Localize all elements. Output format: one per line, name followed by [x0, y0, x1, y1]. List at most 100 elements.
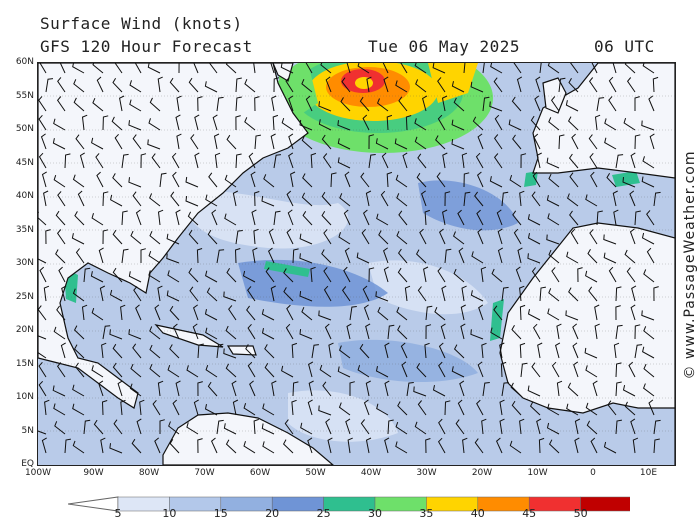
- wind-barb: [377, 306, 389, 321]
- colorbar-label: 5: [114, 507, 122, 520]
- wind-barb: [225, 325, 237, 340]
- wind-barb: [459, 380, 465, 397]
- wind-barb: [120, 399, 126, 416]
- wind-barb: [629, 190, 636, 207]
- wind-barb: [92, 98, 104, 112]
- wind-barb: [56, 96, 66, 112]
- wind-barb: [642, 156, 655, 169]
- wind-barb: [438, 342, 446, 359]
- wind-barb: [451, 81, 465, 93]
- wind-barb: [547, 308, 560, 321]
- wind-barb: [250, 171, 256, 188]
- wind-barb: [383, 76, 389, 93]
- wind-barb: [83, 267, 91, 283]
- wind-barb: [400, 63, 408, 74]
- wind-barb: [482, 382, 490, 397]
- wind-barb: [178, 63, 180, 74]
- wind-barb: [169, 305, 180, 321]
- wind-barb: [186, 422, 199, 435]
- colorbar-label: 10: [162, 507, 177, 520]
- wind-barb: [73, 97, 85, 112]
- calm-patch: [368, 260, 488, 315]
- wind-barb: [476, 399, 484, 416]
- wind-barb: [52, 138, 66, 150]
- wind-barb: [244, 79, 256, 93]
- wind-barb: [91, 307, 104, 321]
- wind-barb: [360, 419, 370, 435]
- wind-barb: [327, 437, 333, 454]
- wind-barb: [359, 343, 370, 359]
- wind-barb: [270, 133, 276, 150]
- wind-barb: [192, 323, 199, 340]
- wind-barb: [527, 253, 541, 264]
- wind-map-graphic: [38, 63, 675, 465]
- wind-barb: [188, 268, 199, 283]
- wind-barb: [193, 304, 199, 321]
- wind-barb: [61, 285, 67, 302]
- wind-barb: [130, 363, 142, 378]
- wind-barb: [128, 329, 142, 340]
- wind-barb: [171, 152, 180, 169]
- wind-barb: [301, 307, 313, 321]
- wind-barb: [157, 380, 164, 397]
- wind-barb: [641, 232, 655, 245]
- wind-barb: [529, 401, 541, 416]
- wind-barb: [568, 287, 579, 302]
- wind-barb: [325, 418, 332, 435]
- wind-barb: [536, 152, 542, 169]
- wind-barb: [172, 323, 180, 340]
- wind-barb: [134, 63, 142, 74]
- longitude-label: 60W: [249, 468, 271, 478]
- wind-barb: [516, 76, 523, 93]
- wind-barb: [132, 134, 142, 150]
- wind-barb: [139, 399, 145, 416]
- wind-barb: [83, 419, 91, 435]
- wind-barb: [208, 63, 218, 74]
- wind-barb: [110, 194, 123, 207]
- wind-barb: [437, 437, 446, 454]
- wind-barb: [288, 152, 294, 169]
- wind-barb: [444, 248, 452, 264]
- wind-barb: [321, 210, 332, 226]
- wind-barb: [558, 134, 565, 150]
- wind-barb: [612, 190, 618, 207]
- wind-barb: [307, 399, 313, 416]
- wind-barb: [73, 344, 85, 359]
- wind-barb: [510, 382, 522, 397]
- wind-barb: [451, 139, 465, 150]
- wind-barb: [75, 248, 85, 264]
- wind-barb: [384, 342, 390, 359]
- wind-barb: [308, 380, 314, 397]
- wind-barb: [216, 343, 224, 359]
- wind-barb: [570, 228, 579, 245]
- wind-barb: [214, 152, 221, 169]
- wind-barb: [38, 351, 47, 359]
- wind-barb: [341, 286, 351, 302]
- wind-barb: [416, 363, 427, 378]
- wind-barb: [291, 399, 297, 416]
- wind-barb: [556, 380, 563, 397]
- wind-barb: [168, 421, 180, 435]
- wind-barb: [511, 400, 522, 416]
- wind-barb: [346, 323, 352, 340]
- wind-barb: [157, 209, 164, 226]
- wind-barb: [308, 361, 314, 378]
- wind-barb: [383, 266, 389, 283]
- longitude-label: 0: [590, 468, 596, 478]
- wind-barb: [188, 229, 199, 245]
- copyright-text: © www.PassageWeather.com: [682, 150, 698, 380]
- wind-barb: [251, 209, 257, 226]
- wind-barb: [438, 418, 446, 435]
- wind-barb: [340, 97, 351, 112]
- wind-barb: [210, 437, 218, 454]
- wind-barb: [646, 210, 655, 226]
- wind-barb: [646, 247, 655, 264]
- wind-barb: [280, 63, 294, 74]
- wind-barb: [38, 211, 47, 226]
- wind-barb: [494, 114, 503, 131]
- wind-barb: [365, 437, 372, 454]
- wind-barb: [489, 101, 503, 112]
- wind-barb: [300, 422, 313, 435]
- wind-barb: [253, 63, 256, 74]
- wind-barb: [628, 361, 636, 378]
